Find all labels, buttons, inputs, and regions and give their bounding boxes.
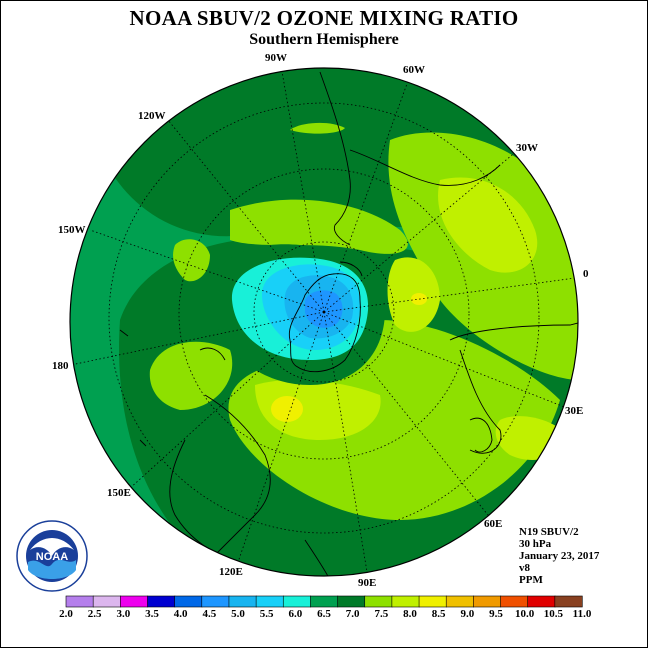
info-date: January 23, 2017: [519, 550, 600, 562]
colorbar-swatch: [527, 595, 556, 608]
colorbar-swatch: [120, 595, 149, 608]
colorbar-tick-label: 5.0: [231, 608, 245, 620]
colorbar-tick-label: 6.0: [288, 608, 303, 620]
field-7.5-8-south: [255, 379, 381, 440]
colorbar-swatch: [337, 595, 366, 608]
colorbar-swatch: [473, 595, 502, 608]
field-7.5-8-east: [438, 177, 538, 273]
noaa-logo-icon: NOAA: [16, 520, 88, 592]
colorbar-tick-label: 9.5: [489, 608, 503, 620]
colorbar-tick-label: 7.5: [374, 608, 389, 620]
colorbar-swatch: [174, 595, 203, 608]
lon-label-90w: 90W: [265, 52, 287, 64]
colorbar-tick-label: 10.5: [543, 608, 563, 620]
colorbar-swatch: [310, 595, 339, 608]
colorbar-tick-label: 2.0: [59, 608, 73, 620]
colorbar-tick-label: 4.0: [173, 608, 188, 620]
lon-label-60w: 60W: [403, 64, 425, 76]
colorbar-swatch: [201, 595, 230, 608]
colorbar-tick-label: 3.0: [116, 608, 131, 620]
field-7-7.5-patch: [290, 122, 345, 134]
info-block: N19 SBUV/2 30 hPa January 23, 2017 v8 PP…: [519, 526, 599, 586]
lon-label-90e: 90E: [358, 577, 377, 589]
graticule: [70, 68, 578, 576]
info-units: PPM: [519, 574, 543, 586]
lon-label-120e: 120E: [219, 566, 243, 578]
colorbar-tick-label: 4.5: [202, 608, 217, 620]
colorbar-tick-label: 6.5: [317, 608, 331, 620]
field-8-8.5-east: [411, 293, 427, 305]
info-level: 30 hPa: [519, 538, 552, 550]
colorbar-tick-label: 11.0: [572, 608, 592, 620]
lon-label-150w: 150W: [58, 224, 86, 236]
field-7-7.5-west: [149, 341, 233, 410]
logo-text: NOAA: [36, 551, 68, 563]
colorbar-swatch: [65, 595, 94, 608]
lon-label-30e: 30E: [565, 405, 584, 417]
colorbar-swatch: [364, 595, 393, 608]
colorbar-swatch: [391, 595, 420, 608]
map-boundary: [69, 67, 579, 577]
lon-label-60e: 60E: [484, 518, 503, 530]
colorbar: [65, 595, 583, 608]
lon-label-150e: 150E: [107, 487, 131, 499]
colorbar-swatch: [282, 595, 312, 608]
lon-label-0: 0: [583, 268, 589, 280]
colorbar-tick-label: 8.5: [431, 608, 446, 620]
colorbar-swatch: [554, 595, 583, 608]
colorbar-tick-label: 9.0: [460, 608, 475, 620]
info-satellite: N19 SBUV/2: [519, 526, 579, 538]
lon-label-30w: 30W: [516, 142, 538, 154]
colorbar-tick-label: 3.5: [145, 608, 159, 620]
lon-label-180: 180: [52, 360, 69, 372]
colorbar-swatch: [255, 595, 284, 608]
colorbar-swatch: [92, 595, 121, 608]
colorbar-tick-label: 7.0: [345, 608, 360, 620]
map-title: NOAA SBUV/2 OZONE MIXING RATIO: [129, 6, 519, 30]
colorbar-tick-label: 10.0: [515, 608, 535, 620]
colorbar-tick-label: 5.5: [259, 608, 274, 620]
coastlines: [119, 71, 578, 576]
lon-label-120w: 120W: [138, 110, 166, 122]
colorbar-swatch: [445, 595, 474, 608]
field-8-8.5-south: [271, 396, 303, 422]
colorbar-swatch: [228, 595, 257, 608]
colorbar-swatch: [500, 595, 529, 608]
colorbar-tick-label: 8.0: [403, 608, 417, 620]
map-subtitle: Southern Hemisphere: [249, 31, 399, 48]
field-7-7.5-north: [230, 199, 408, 254]
field-4-4.5: [305, 290, 343, 328]
colorbar-tick-label: 2.5: [87, 608, 102, 620]
colorbar-swatch: [418, 595, 447, 608]
info-version: v8: [519, 562, 530, 574]
colorbar-swatch: [147, 595, 176, 608]
field-7-7.5-nw: [173, 239, 210, 282]
